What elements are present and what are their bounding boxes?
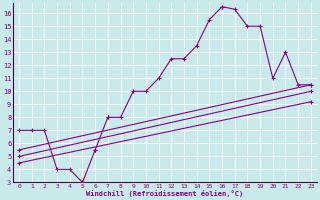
X-axis label: Windchill (Refroidissement éolien,°C): Windchill (Refroidissement éolien,°C) [86,190,244,197]
